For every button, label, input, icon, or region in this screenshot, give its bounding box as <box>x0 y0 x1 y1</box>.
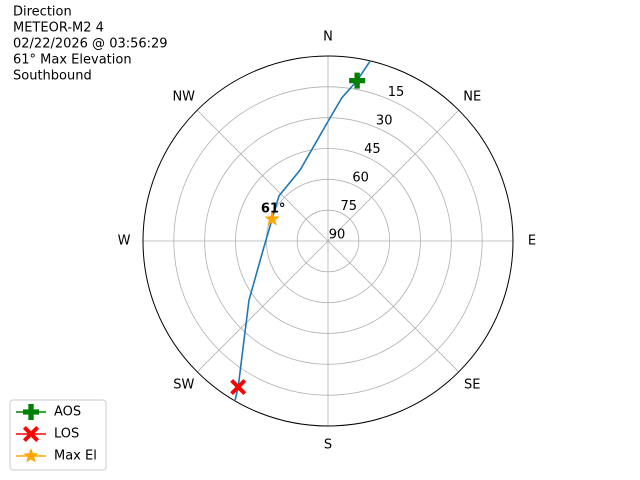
title-line: METEOR-M2 4 <box>13 21 104 36</box>
legend-marker <box>23 404 39 421</box>
polar-frame <box>142 55 514 427</box>
r-tick-label: 75 <box>341 199 358 214</box>
marker-plus <box>349 72 366 89</box>
track-line <box>234 60 371 402</box>
legend-label: AOS <box>54 405 81 420</box>
theta-tick-label: W <box>118 234 131 249</box>
theta-tick-label: E <box>528 234 536 249</box>
theta-tick-label: N <box>323 30 333 45</box>
theta-tick-label: NE <box>463 89 481 104</box>
title-line: Direction <box>13 5 72 20</box>
legend-marker <box>23 448 39 463</box>
legend-label: Max El <box>54 449 97 464</box>
r-tick-label: 60 <box>352 171 369 186</box>
grid-spoke <box>327 240 460 373</box>
title-line: Southbound <box>13 69 92 84</box>
annotation: 61° <box>261 202 286 217</box>
r-tick-label: 45 <box>364 142 381 157</box>
grid-spoke <box>196 109 329 242</box>
theta-tick-label: NW <box>172 89 195 104</box>
r-tick-label: 90 <box>329 228 346 243</box>
theta-tick-label: S <box>324 438 332 453</box>
title-line: 02/22/2026 @ 03:56:29 <box>13 37 168 52</box>
grid-spoke <box>327 109 460 242</box>
r-tick-label: 30 <box>376 114 393 129</box>
legend-box <box>9 399 107 471</box>
legend-label: LOS <box>54 427 79 442</box>
theta-tick-label: SE <box>464 378 480 393</box>
marker-star <box>264 211 280 226</box>
grid-spoke <box>196 240 329 373</box>
r-tick-label: 15 <box>388 85 405 100</box>
legend-marker <box>23 426 39 442</box>
marker-x <box>230 379 247 396</box>
title-line: 61° Max Elevation <box>13 53 132 68</box>
theta-tick-label: SW <box>173 378 194 393</box>
